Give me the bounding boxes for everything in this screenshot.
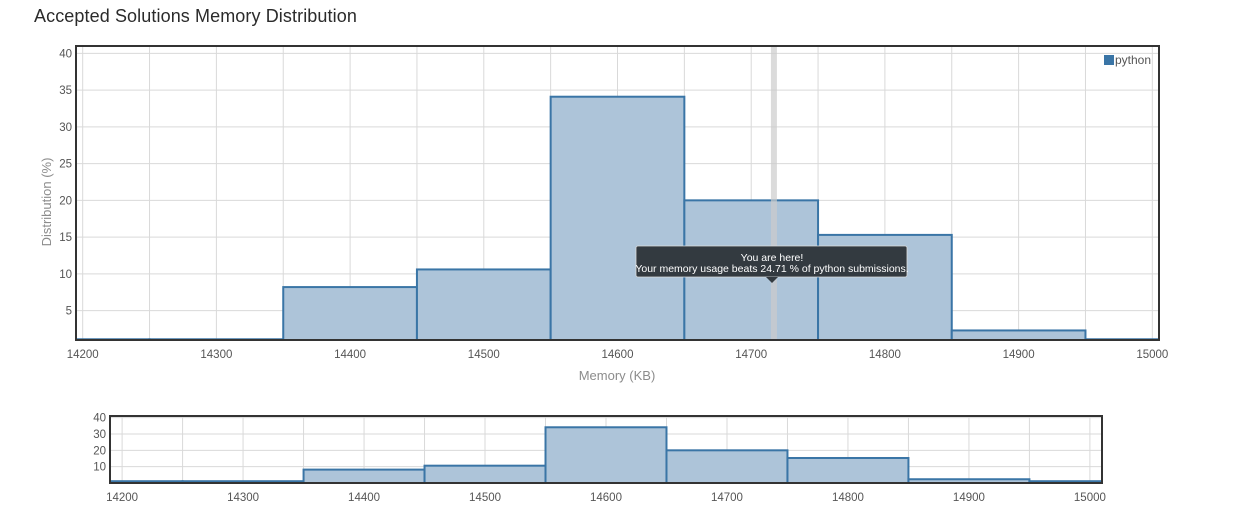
histogram-bar[interactable] [544,426,668,485]
main-plot-frame [75,45,1160,341]
histogram-bar[interactable] [415,268,552,342]
x-tick-label: 14400 [334,349,366,361]
x-tick-label: 14500 [468,349,500,361]
x-tick-label: 15000 [1074,492,1106,504]
x-tick-label: 14700 [711,492,743,504]
y-tick-label: 20 [59,195,72,207]
x-tick-label: 14500 [469,492,501,504]
y-tick-label: 30 [59,122,72,134]
legend[interactable]: python [1104,53,1151,67]
x-tick-label: 14900 [1003,349,1035,361]
tooltip: You are here! Your memory usage beats 24… [635,245,909,283]
y-tick-label: 5 [66,306,72,318]
legend-label-python: python [1115,53,1151,67]
y-tick-label: 20 [93,445,106,457]
histogram-bar[interactable] [786,456,910,485]
y-axis-title: Distribution (%) [39,158,54,247]
x-axis-title: Memory (KB) [579,368,656,383]
navigator-x-tick-labels: 14200 14300 14400 14500 14600 14700 14800 14900… [106,492,1106,504]
x-tick-label: 14300 [200,349,232,361]
x-tick-label: 14800 [832,492,864,504]
navigator-plot-frame [109,415,1103,484]
y-tick-label: 10 [93,462,106,474]
y-tick-label: 10 [59,269,72,281]
y-tick-label: 30 [93,429,106,441]
navigator-bars [110,426,1102,485]
histogram-bar[interactable] [665,449,789,485]
x-tick-label: 14400 [348,492,380,504]
legend-swatch-python [1104,55,1114,65]
histogram-bar[interactable] [282,286,418,342]
main-x-tick-labels: 14200 14300 14400 14500 14600 14700 14800 14900… [67,349,1169,361]
main-y-tick-labels: 5 10 15 20 25 30 35 40 [59,48,72,317]
x-tick-label: 14200 [106,492,138,504]
y-tick-label: 40 [93,413,106,425]
y-tick-label: 40 [59,48,72,60]
y-tick-label: 35 [59,85,72,97]
x-tick-label: 14600 [602,349,634,361]
histogram-bar[interactable] [549,95,686,342]
y-tick-label: 25 [59,159,72,171]
main-bars [76,95,1159,342]
x-tick-label: 14700 [735,349,767,361]
main-histogram[interactable]: 5 10 15 20 25 30 35 40 14200 14300 14400 14500 1460… [16,45,1219,383]
x-tick-label: 15000 [1136,349,1168,361]
page-title: Accepted Solutions Memory Distribution [34,6,357,26]
your-submission-marker [770,46,777,340]
navigator-y-tick-labels: 10 20 30 40 [93,413,106,474]
y-tick-label: 15 [59,232,72,244]
tooltip-arrow [766,277,778,283]
x-tick-label: 14800 [869,349,901,361]
x-tick-label: 14600 [590,492,622,504]
x-tick-label: 14900 [953,492,985,504]
tooltip-message: Your memory usage beats 24.71 % of pytho… [635,263,908,275]
histogram-bar[interactable] [950,329,1087,342]
x-tick-label: 14200 [67,349,99,361]
x-tick-label: 14300 [227,492,259,504]
tooltip-title: You are here! [741,252,804,264]
